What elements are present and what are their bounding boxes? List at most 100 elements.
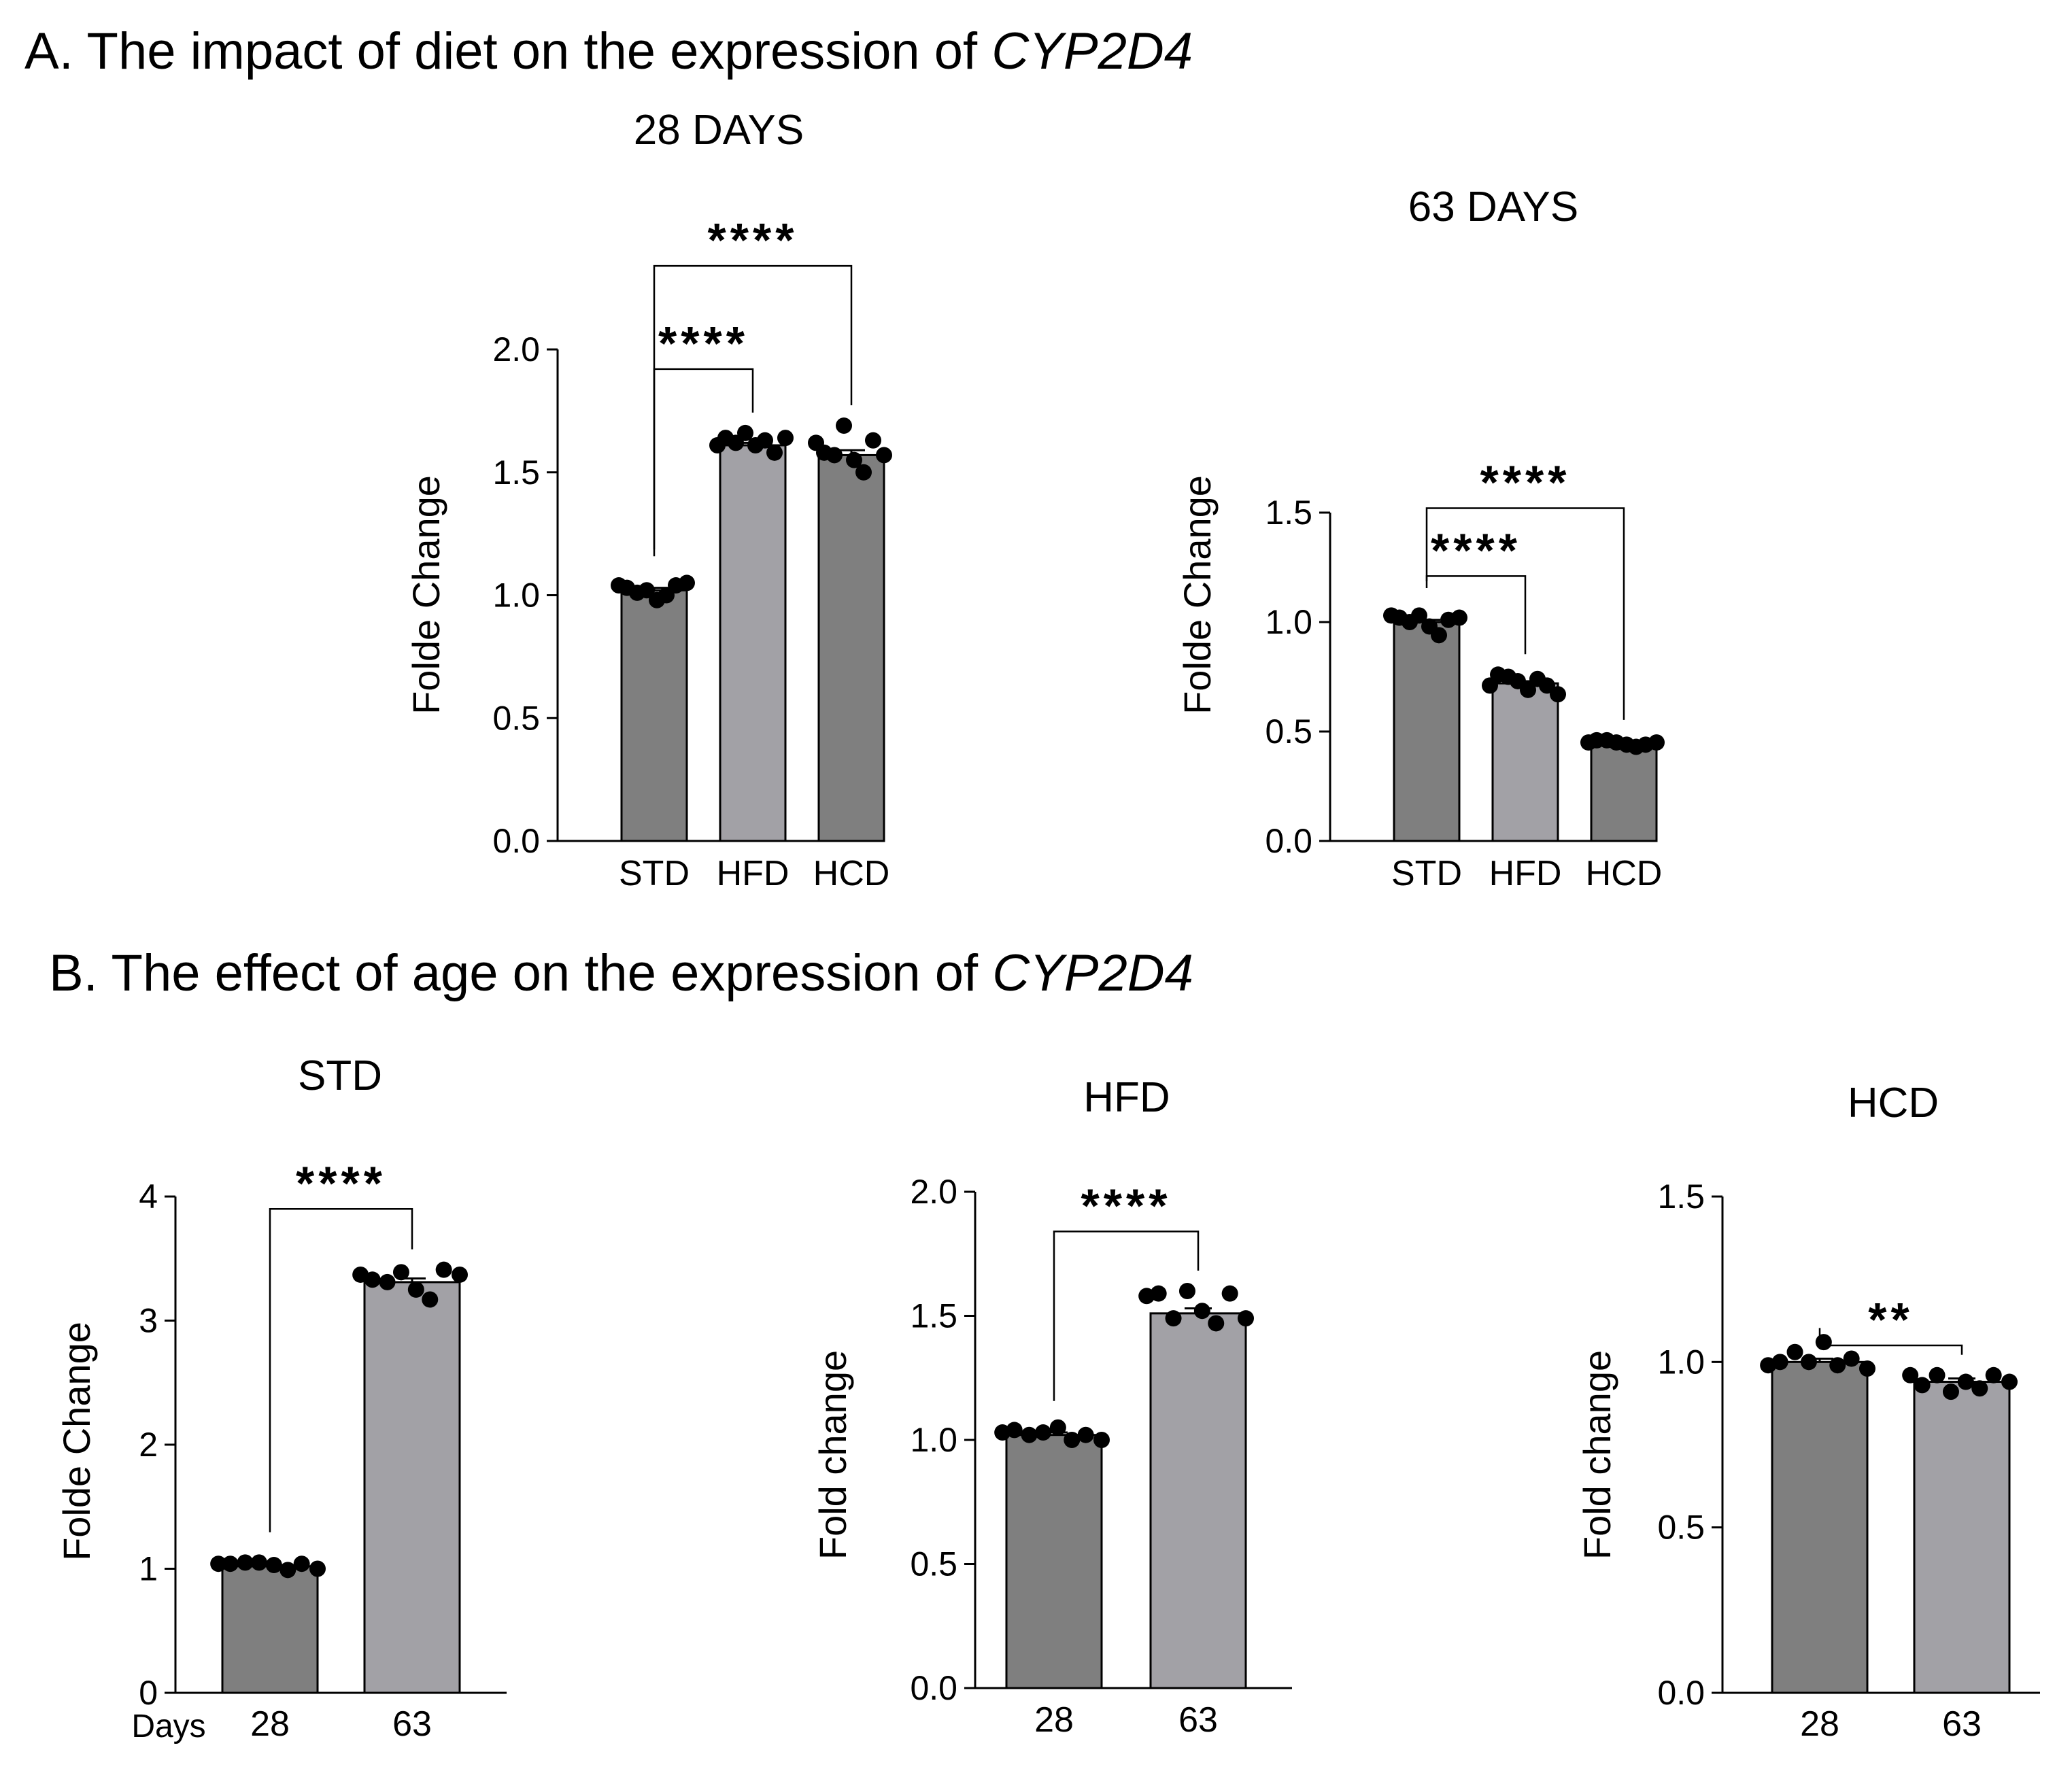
b-std-x-tick-label: 63 bbox=[392, 1704, 432, 1744]
b-hfd-y-tick-label: 2.0 bbox=[910, 1173, 957, 1211]
b-hcd-data-point bbox=[1929, 1366, 1946, 1383]
b-hcd-bar-63 bbox=[1913, 1381, 2011, 1694]
b-hcd-data-point bbox=[2001, 1373, 2018, 1390]
a-63days-data-point bbox=[1431, 627, 1447, 644]
b-hcd-x-tick-label: 63 bbox=[1942, 1704, 1982, 1744]
a-63days-y-tick-label: 0.5 bbox=[1265, 712, 1312, 751]
b-hfd-data-point bbox=[1006, 1422, 1023, 1439]
a-28days-x-tick-label: HCD bbox=[813, 854, 890, 893]
b-std-significance-bracket bbox=[269, 1208, 413, 1532]
b-hfd-significance-bracket bbox=[1053, 1231, 1200, 1401]
a-28days-y-axis-label: Folde Change bbox=[405, 475, 447, 715]
a-28days-data-point bbox=[846, 451, 862, 468]
a-63days-data-point bbox=[1411, 607, 1427, 624]
a-28days-bar-hcd bbox=[817, 453, 885, 842]
a-28days-data-point bbox=[679, 574, 695, 591]
b-hfd-data-point bbox=[1021, 1426, 1038, 1443]
b-hcd-bar-28 bbox=[1771, 1360, 1869, 1694]
b-hcd-data-point bbox=[1971, 1380, 1988, 1397]
b-hfd-data-point bbox=[1238, 1310, 1254, 1327]
b-hfd-bar-28 bbox=[1005, 1434, 1103, 1689]
b-hcd-data-point bbox=[1800, 1354, 1817, 1371]
a-63days-data-point bbox=[1451, 609, 1467, 626]
panel-b-title: B. The effect of age on the expression o… bbox=[49, 948, 1193, 999]
b-std-data-point bbox=[222, 1555, 239, 1572]
b-hcd-y-axis-label: Fold change bbox=[1576, 1350, 1618, 1560]
b-hfd-significance-label: **** bbox=[1081, 1179, 1172, 1232]
a-63days-x-tick-label: HFD bbox=[1489, 854, 1562, 893]
a-28days-y-tick-label: 2.0 bbox=[492, 330, 540, 368]
b-hfd-data-point bbox=[1193, 1303, 1210, 1320]
b-std-significance-label: **** bbox=[296, 1156, 386, 1209]
a-63days-significance-label: **** bbox=[1431, 523, 1521, 577]
a-63days-y-tick-label: 0.0 bbox=[1265, 822, 1312, 860]
a-28days-significance-label: **** bbox=[658, 317, 749, 370]
b-hfd-y-tick-label: 0.5 bbox=[910, 1545, 957, 1583]
b-hfd-y-tick-label: 1.0 bbox=[910, 1421, 957, 1459]
panel-a-title: A. The impact of diet on the expression … bbox=[24, 26, 1193, 78]
b-hcd-data-point bbox=[1957, 1373, 1974, 1390]
b-hfd-data-point bbox=[1208, 1315, 1225, 1332]
b-std-y-tick-label: 4 bbox=[139, 1177, 158, 1216]
a-63days-bar-hfd bbox=[1491, 682, 1559, 842]
b-hcd-data-point bbox=[1771, 1354, 1788, 1371]
b-hfd-data-point bbox=[1178, 1283, 1195, 1299]
b-std-data-point bbox=[250, 1554, 267, 1571]
b-std-y-axis-label: Folde Change bbox=[55, 1322, 98, 1561]
b-hfd-data-point bbox=[1165, 1310, 1182, 1327]
b-hcd-data-point bbox=[1914, 1377, 1931, 1394]
a-28days-x-tick-label: STD bbox=[619, 854, 690, 893]
b-std-x-axis-label: Days bbox=[131, 1708, 205, 1744]
b-hcd-significance-label: ** bbox=[1868, 1293, 1913, 1346]
a-28days-bar-hfd bbox=[719, 444, 787, 842]
a-28days-bar-std bbox=[620, 589, 688, 842]
b-std-y-tick-label: 1 bbox=[139, 1550, 158, 1588]
b-hcd-y-tick-label: 1.5 bbox=[1657, 1177, 1705, 1216]
b-std-data-point bbox=[237, 1554, 254, 1571]
b-std-data-point bbox=[210, 1555, 227, 1572]
a-28days-y-tick-label: 0.5 bbox=[492, 699, 540, 737]
b-hfd-x-tick-label: 28 bbox=[1034, 1700, 1074, 1740]
a-28days-data-point bbox=[826, 447, 843, 464]
b-std-bar-28 bbox=[221, 1565, 319, 1694]
b-hcd-y-tick-label: 1.0 bbox=[1657, 1343, 1705, 1381]
b-hcd-significance-bracket bbox=[1818, 1328, 1963, 1355]
a-63days-x-tick-label: STD bbox=[1391, 854, 1462, 893]
b-hfd-x-tick-label: 63 bbox=[1178, 1700, 1218, 1740]
b-std-y-tick-label: 0 bbox=[139, 1674, 158, 1712]
a-28days-data-point bbox=[737, 424, 753, 441]
a-28days-data-point bbox=[836, 417, 852, 434]
b-hcd-data-point bbox=[1985, 1366, 2002, 1383]
b-std-data-point bbox=[364, 1271, 381, 1288]
b-hfd-y-axis-label: Fold change bbox=[811, 1350, 854, 1560]
a-28days-y-tick-label: 1.0 bbox=[492, 577, 540, 615]
a-28days-significance-label: **** bbox=[708, 213, 798, 266]
a-63days-bar-hcd bbox=[1590, 741, 1658, 842]
a-28days-data-point bbox=[757, 432, 773, 449]
a-63days-data-point bbox=[1648, 734, 1665, 751]
b-std-y-tick-label: 2 bbox=[139, 1426, 158, 1464]
b-std-data-point bbox=[379, 1273, 396, 1290]
panel-b-title-text: B. The effect of age on the expression o… bbox=[49, 944, 993, 1002]
b-hcd-chart-title: HCD bbox=[1848, 1080, 1939, 1127]
a-63days-chart-title: 63 DAYS bbox=[1408, 184, 1578, 230]
a-63days-y-tick-label: 1.5 bbox=[1265, 494, 1312, 532]
a-28days-data-point bbox=[865, 432, 881, 449]
b-std-data-point bbox=[407, 1281, 424, 1298]
a-28days-data-point bbox=[876, 447, 892, 464]
a-63days-y-axis-label: Folde Change bbox=[1176, 475, 1219, 715]
b-hcd-y-tick-label: 0.5 bbox=[1657, 1509, 1705, 1547]
b-hfd-data-point bbox=[1077, 1426, 1094, 1443]
b-hcd-data-point bbox=[1942, 1383, 1959, 1400]
a-28days-significance-bracket bbox=[653, 264, 853, 550]
b-hcd-x-tick-label: 28 bbox=[1800, 1704, 1839, 1744]
a-63days-data-point bbox=[1539, 677, 1555, 694]
b-hcd-data-point bbox=[1859, 1360, 1875, 1377]
b-hcd-data-point bbox=[1902, 1366, 1919, 1383]
a-28days-data-point bbox=[639, 582, 655, 599]
a-63days-significance-bracket bbox=[1425, 507, 1625, 720]
panel-a-gene: CYP2D4 bbox=[991, 22, 1193, 80]
b-hfd-bar-63 bbox=[1149, 1312, 1247, 1689]
b-std-x-tick-label: 28 bbox=[250, 1704, 290, 1744]
b-hcd-data-point bbox=[1843, 1350, 1860, 1367]
